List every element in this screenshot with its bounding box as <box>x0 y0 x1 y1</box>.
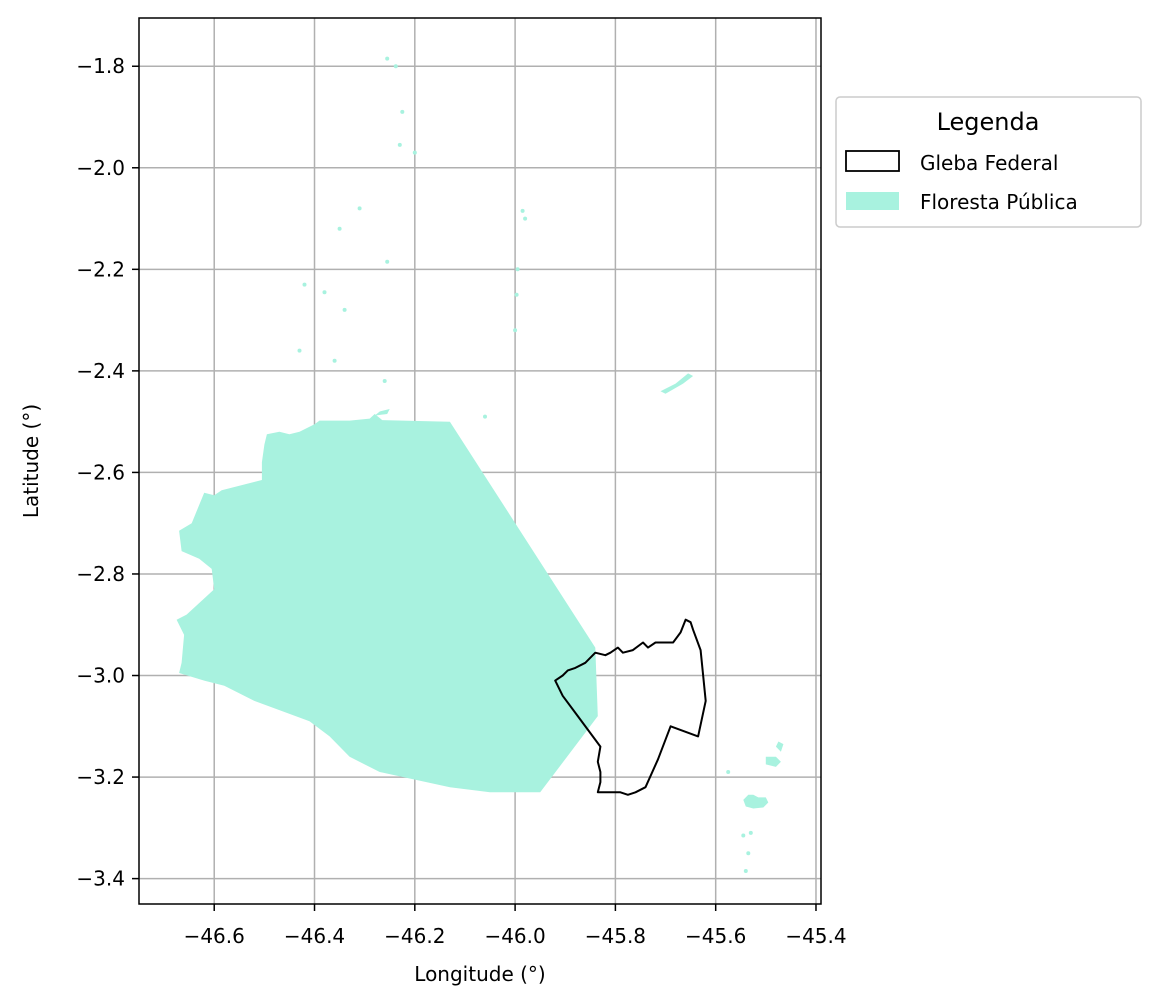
floresta-publica-fragment <box>385 259 390 264</box>
floresta-publica-fragment <box>197 536 202 541</box>
x-tick-label: −46.2 <box>384 924 445 948</box>
floresta-publica-fragment <box>342 307 347 312</box>
floresta-publica-fragment <box>748 830 753 835</box>
floresta-publica-fragment <box>382 379 387 383</box>
y-tick-label: −2.0 <box>76 156 125 180</box>
y-axis-label: Latitude (°) <box>19 404 43 518</box>
y-tick-label: −1.8 <box>76 54 125 78</box>
gleba-federal-boundary <box>554 618 707 796</box>
legend-swatch-gleba-federal <box>845 150 900 172</box>
floresta-publica-fragment <box>514 292 519 297</box>
axis-ticks: −46.6 −46.4 −46.2 −46.0 −45.8 −45.6 −45.4 −1.8 −… <box>76 54 846 948</box>
x-tick-label: −45.4 <box>785 924 846 948</box>
floresta-publica-fragment <box>523 216 528 221</box>
y-tick-label: −2.8 <box>76 562 125 586</box>
y-tick-label: −3.4 <box>76 867 125 891</box>
x-axis-label: Longitude (°) <box>414 962 545 986</box>
x-tick-label: −45.6 <box>685 924 746 948</box>
floresta-publica-fragment <box>297 348 302 353</box>
legend: Legenda Gleba Federal Floresta Pública <box>835 96 1142 228</box>
floresta-publica-fragment <box>393 64 398 69</box>
floresta-publica-fragment <box>337 226 342 231</box>
map-data <box>176 56 784 873</box>
floresta-publica-fragment <box>397 142 402 147</box>
floresta-publica-fragment <box>520 208 525 213</box>
floresta-publica-fragment <box>483 414 487 419</box>
floresta-publica-polygon <box>775 741 784 752</box>
x-tick-label: −46.0 <box>484 924 545 948</box>
plot-frame <box>138 17 822 905</box>
floresta-publica-polygon <box>765 756 781 767</box>
floresta-publica-fragment <box>212 658 217 663</box>
legend-title: Legenda <box>937 108 1040 136</box>
legend-box <box>835 96 1142 228</box>
floresta-publica-fragment <box>412 150 417 155</box>
legend-label-floresta-publica: Floresta Pública <box>920 190 1078 214</box>
y-tick-label: −3.2 <box>76 765 125 789</box>
floresta-publica-fragment <box>746 851 751 856</box>
legend-swatch-floresta-publica <box>846 192 899 210</box>
x-tick-label: −46.6 <box>184 924 245 948</box>
floresta-publica-fragment <box>357 206 362 211</box>
y-tick-label: −2.2 <box>76 257 125 281</box>
floresta-publica-fragment <box>332 358 337 363</box>
floresta-publica-fragment <box>743 869 748 873</box>
floresta-publica-fragment <box>515 267 520 272</box>
floresta-publica-fragment <box>726 770 731 774</box>
floresta-publica-polygon <box>374 409 390 416</box>
y-tick-label: −3.0 <box>76 664 125 688</box>
floresta-publica-fragment <box>400 109 405 114</box>
x-tick-label: −46.4 <box>284 924 345 948</box>
floresta-publica-polygon <box>743 794 769 809</box>
floresta-publica-fragment <box>239 653 244 658</box>
legend-label-gleba-federal: Gleba Federal <box>920 151 1058 175</box>
x-tick-label: −45.8 <box>585 924 646 948</box>
floresta-publica-fragment <box>513 328 518 333</box>
floresta-publica-polygon <box>176 414 598 793</box>
floresta-publica-fragment <box>322 290 327 295</box>
y-tick-label: −2.6 <box>76 460 125 484</box>
floresta-publica-polygon <box>660 373 694 394</box>
y-tick-label: −2.4 <box>76 359 125 383</box>
floresta-publica-fragment <box>741 833 746 838</box>
floresta-publica-fragment <box>385 56 390 61</box>
floresta-publica-fragment <box>302 282 307 287</box>
